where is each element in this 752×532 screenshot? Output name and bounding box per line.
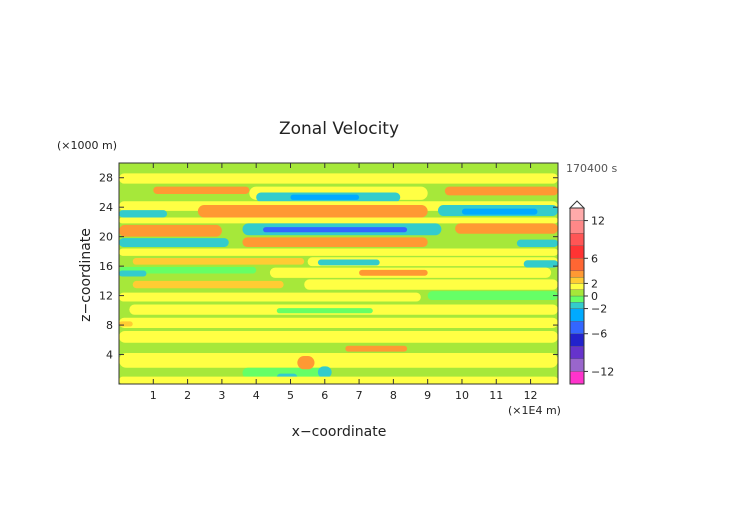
velocity-band — [119, 173, 558, 184]
colorbar-tick-label: 2 — [591, 277, 598, 290]
colorbar-level — [569, 220, 585, 234]
velocity-band — [132, 258, 305, 265]
velocity-band — [119, 210, 168, 218]
velocity-band — [297, 356, 315, 370]
colorbar-tick-label: 6 — [591, 252, 598, 265]
colorbar-level — [569, 245, 585, 259]
colorbar-level — [569, 371, 585, 385]
y-tick-label: 28 — [99, 172, 113, 185]
x-tick-label: 4 — [253, 389, 260, 402]
colorbar-level — [569, 295, 585, 303]
velocity-band — [119, 266, 257, 274]
velocity-band — [153, 186, 250, 194]
colorbar-tick-label: −6 — [591, 328, 607, 341]
y-tick-label: 20 — [99, 231, 113, 244]
colorbar-tick-label: 12 — [591, 215, 605, 228]
velocity-band — [242, 237, 428, 247]
velocity-band — [263, 227, 408, 233]
velocity-band — [461, 208, 538, 215]
x-tick-label: 2 — [184, 389, 191, 402]
velocity-band — [427, 291, 558, 301]
colorbar-level — [569, 320, 585, 334]
velocity-band — [119, 292, 421, 302]
x-axis-label: x−coordinate — [292, 424, 387, 440]
y-axis-ticks: 4 8 12 16 20 24 28 — [99, 172, 558, 362]
colorbar-level — [569, 276, 585, 284]
y-unit-label: (×1000 m) — [57, 139, 117, 152]
x-tick-label: 12 — [524, 389, 538, 402]
x-tick-label: 5 — [287, 389, 294, 402]
velocity-band — [197, 204, 428, 218]
velocity-band — [119, 217, 558, 224]
x-tick-label: 11 — [489, 389, 503, 402]
colorbar-level — [569, 289, 585, 297]
x-tick-label: 1 — [150, 389, 157, 402]
velocity-band — [119, 317, 558, 329]
x-unit-label: (×1E4 m) — [508, 404, 561, 417]
velocity-band — [119, 330, 558, 343]
x-axis-ticks: 1 2 3 4 5 6 7 8 9 10 11 12 — [150, 163, 538, 402]
x-tick-label: 7 — [356, 389, 363, 402]
y-tick-label: 24 — [99, 201, 113, 214]
colorbar-level — [569, 346, 585, 360]
velocity-field — [119, 163, 558, 384]
velocity-band — [119, 376, 558, 384]
time-label: 170400 s — [566, 162, 617, 175]
plot-frame — [118, 162, 559, 385]
y-tick-label: 16 — [99, 260, 113, 273]
colorbar-level — [569, 283, 585, 290]
velocity-band — [132, 280, 284, 289]
colorbar-level — [569, 358, 585, 372]
colorbar-level — [569, 302, 585, 309]
x-tick-label: 9 — [424, 389, 431, 402]
velocity-band — [119, 353, 558, 368]
velocity-band — [119, 238, 229, 247]
y-tick-label: 12 — [99, 290, 113, 303]
colorbar: 12 6 20−2 −6 −12 — [568, 200, 614, 385]
colorbar-level — [569, 308, 585, 322]
colorbar-level — [569, 232, 585, 246]
colorbar-tick-label: 0 — [591, 290, 598, 303]
velocity-band — [345, 345, 408, 352]
velocity-band — [119, 270, 147, 277]
y-axis-label: z−coordinate — [78, 228, 94, 322]
velocity-band — [523, 260, 558, 268]
colorbar-level — [569, 207, 585, 221]
chart-title: Zonal Velocity — [279, 119, 399, 139]
velocity-band — [242, 367, 325, 379]
velocity-band — [317, 259, 380, 266]
velocity-band — [119, 224, 222, 237]
colorbar-tick-label: −2 — [591, 303, 607, 316]
velocity-band — [290, 194, 360, 200]
colorbar-level — [569, 270, 585, 278]
y-tick-label: 4 — [106, 349, 113, 362]
x-tick-label: 10 — [455, 389, 469, 402]
colorbar-tick-label: −12 — [591, 365, 614, 378]
x-tick-label: 6 — [321, 389, 328, 402]
velocity-band — [119, 321, 133, 327]
velocity-band — [317, 366, 332, 379]
x-tick-label: 3 — [218, 389, 225, 402]
y-tick-label: 8 — [106, 319, 113, 332]
x-tick-label: 8 — [390, 389, 397, 402]
colorbar-level — [569, 258, 585, 272]
velocity-band — [119, 248, 558, 256]
colorbar-level — [569, 333, 585, 347]
velocity-band — [516, 239, 558, 247]
velocity-band — [304, 279, 558, 290]
velocity-band — [276, 308, 373, 314]
velocity-band — [359, 269, 428, 276]
velocity-band — [455, 223, 558, 234]
velocity-band — [444, 186, 558, 196]
